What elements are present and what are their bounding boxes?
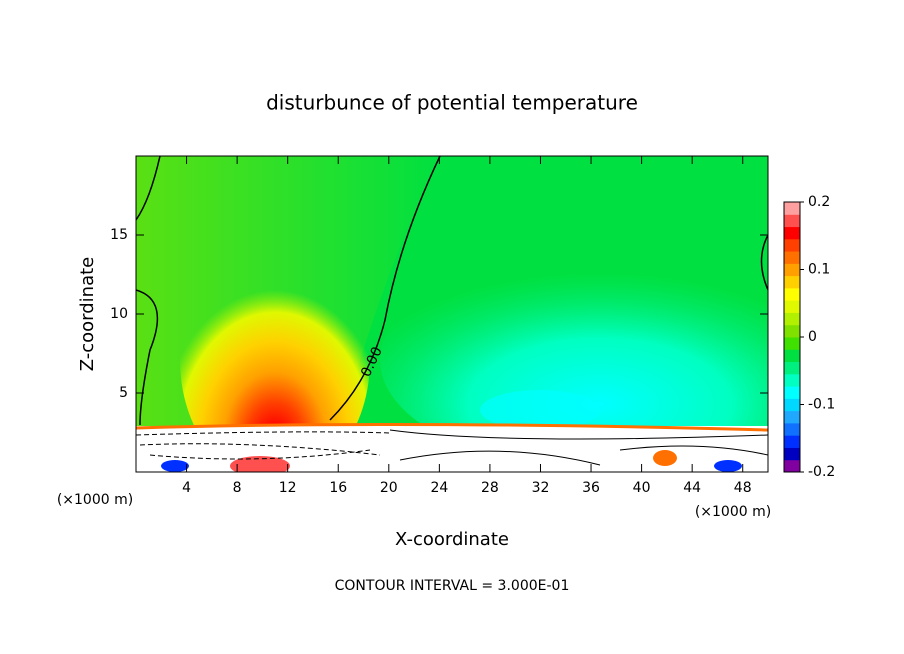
colorbar-tick-label: 0: [808, 329, 817, 345]
x-tick-label: 24: [430, 480, 448, 496]
colorbar-band: [784, 324, 800, 338]
colorbar-band: [784, 459, 800, 473]
x-tick-label: 36: [582, 480, 600, 496]
colorbar-band: [784, 202, 800, 215]
colorbar-band: [784, 214, 800, 228]
colorbar-band: [784, 275, 800, 289]
x-tick-label: 16: [329, 480, 347, 496]
colorbar-band: [784, 312, 800, 326]
colorbar-band: [784, 410, 800, 424]
x-tick-label: 12: [279, 480, 297, 496]
y-tick-label: 5: [119, 385, 128, 401]
x-tick-label: 28: [481, 480, 499, 496]
colorbar-tick-label: 0.1: [808, 262, 830, 278]
colorbar-band: [784, 238, 800, 252]
x-unit-left: (×1000 m): [57, 492, 133, 508]
colorbar-band: [784, 373, 800, 387]
colorbar-band: [784, 386, 800, 399]
field: [136, 156, 768, 472]
colorbar-tick-label: -0.1: [808, 397, 835, 413]
x-tick-label: 32: [532, 480, 550, 496]
colorbar-band: [784, 337, 800, 350]
y-axis-label: Z-coordinate: [77, 257, 98, 372]
x-axis-label: X-coordinate: [395, 529, 509, 550]
chart-title: disturbunce of potential temperature: [266, 91, 638, 115]
colorbar-band: [784, 287, 800, 301]
colorbar-band: [784, 349, 800, 363]
colorbar-band: [784, 300, 800, 313]
y-tick-label: 15: [110, 227, 128, 243]
colorbar-band: [784, 435, 800, 448]
colorbar-band: [784, 422, 800, 436]
colorbar-band: [784, 251, 800, 264]
x-tick-label: 48: [734, 480, 752, 496]
colorbar-band: [784, 226, 800, 240]
colorbar-tick-label: 0.2: [808, 194, 830, 210]
x-tick-label: 20: [380, 480, 398, 496]
colorbar-band: [784, 447, 800, 461]
x-tick-label: 44: [683, 480, 701, 496]
colorbar-band: [784, 398, 800, 412]
colorbar-band: [784, 361, 800, 375]
x-tick-label: 40: [633, 480, 651, 496]
colorbar-tick-label: -0.2: [808, 464, 835, 480]
x-tick-label: 4: [182, 480, 191, 496]
x-tick-label: 8: [233, 480, 242, 496]
y-tick-label: 10: [110, 306, 128, 322]
colorbar-band: [784, 263, 800, 277]
x-unit-right: (×1000 m): [695, 504, 771, 520]
footer: CONTOUR INTERVAL = 3.000E-01: [335, 578, 570, 594]
